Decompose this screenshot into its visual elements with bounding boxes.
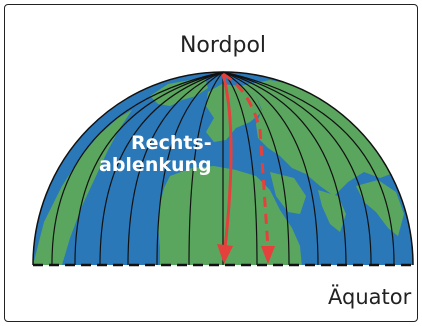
meridian-lines: [51, 71, 395, 266]
north-america-land: [33, 110, 132, 265]
africa-land: [158, 166, 302, 265]
mediterranean-sea: [196, 148, 262, 172]
southeast-asia-land: [356, 180, 404, 236]
equator-label: Äquator: [328, 285, 412, 309]
asia-land: [240, 80, 396, 196]
deflection-label: Rechts- ablenkung: [99, 132, 212, 176]
deflection-label-line2: ablenkung: [99, 154, 212, 176]
arabia-land: [270, 172, 306, 214]
north-pole-label: Nordpol: [179, 33, 267, 58]
south-asia-land: [318, 190, 346, 232]
globe-outline: [32, 71, 414, 266]
deflected-path-arrow: [217, 73, 233, 264]
straight-path-arrow: [222, 72, 275, 264]
deflection-label-line1: Rechts-: [131, 132, 212, 154]
land-masses: [33, 78, 404, 265]
